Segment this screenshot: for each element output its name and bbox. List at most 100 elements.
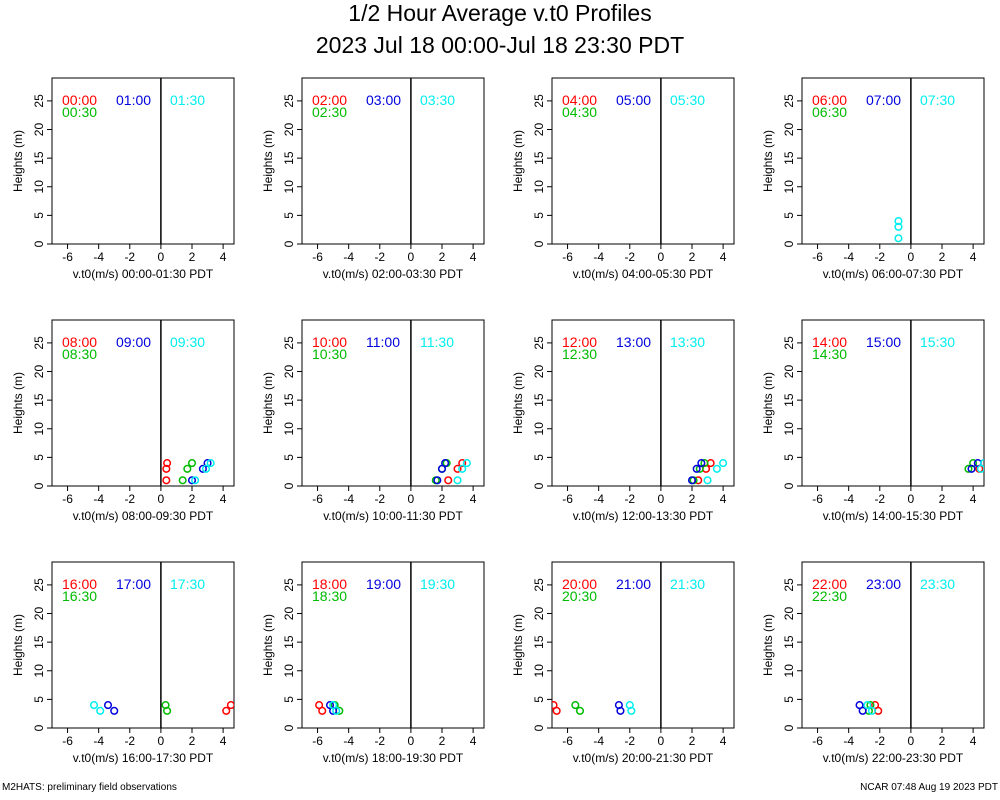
panel-5: -6 -4 -2 0 2 4 0 5 10 15 20 25 Heights (m) v.t0(m/s) … (11, 319, 235, 523)
legend-label: 18:30 (312, 588, 347, 604)
legend-label: 21:30 (670, 576, 705, 592)
data-point (614, 701, 623, 710)
data-points (687, 459, 728, 485)
x-tick-label: 2 (439, 492, 446, 506)
y-tick-label: 5 (32, 454, 46, 461)
panel-frame (301, 77, 485, 245)
data-point (110, 706, 119, 715)
legend-label: 23:30 (920, 576, 955, 592)
y-tick-label: 10 (32, 664, 46, 678)
y-axis-label: Heights (m) (261, 130, 275, 192)
y-tick-label: 20 (532, 123, 546, 137)
y-tick-label: 15 (282, 393, 296, 407)
panel-frame (51, 561, 235, 729)
y-tick-label: 25 (532, 336, 546, 350)
y-tick-label: 5 (282, 212, 296, 219)
data-point (703, 476, 712, 485)
data-point (187, 476, 197, 485)
y-tick-label: 10 (282, 422, 296, 436)
y-tick-label: 5 (532, 696, 546, 703)
data-point (979, 459, 984, 468)
data-point (433, 476, 442, 485)
y-tick-label: 25 (532, 578, 546, 592)
x-tick-label: -4 (343, 250, 354, 264)
x-tick-label: -6 (62, 734, 73, 748)
y-tick-label: 25 (282, 94, 296, 108)
y-tick-label: 15 (282, 635, 296, 649)
x-axis-label: v.t0(m/s) 20:00-21:30 PDT (573, 751, 714, 765)
data-point (89, 701, 99, 710)
x-tick-label: -6 (312, 492, 323, 506)
data-point (222, 706, 231, 715)
data-point (552, 701, 558, 710)
y-tick-label: 20 (282, 123, 296, 137)
x-tick-label: -4 (343, 492, 354, 506)
legend-label: 05:00 (616, 92, 651, 108)
legend-label: 23:00 (866, 576, 901, 592)
panel-3: -6 -4 -2 0 2 4 0 5 10 15 20 25 Heights (m) v.t0(m/s) … (511, 77, 735, 281)
y-tick-label: 0 (532, 482, 546, 489)
x-tick-label: -6 (812, 734, 823, 748)
y-axis-label: Heights (m) (511, 372, 525, 434)
data-point (161, 701, 170, 710)
data-point (964, 464, 973, 473)
data-point (894, 217, 903, 226)
panel-2: -6 -4 -2 0 2 4 0 5 10 15 20 25 Heights (m) v.t0(m/s) … (261, 77, 485, 281)
y-tick-label: 20 (532, 365, 546, 379)
x-tick-label: 4 (470, 492, 477, 506)
data-point (867, 706, 877, 715)
y-tick-label: 25 (782, 578, 796, 592)
y-tick-label: 20 (32, 607, 46, 621)
y-tick-label: 20 (782, 365, 796, 379)
x-tick-label: 2 (689, 250, 696, 264)
x-tick-label: 0 (658, 250, 665, 264)
data-point (700, 459, 709, 468)
x-tick-label: 0 (658, 734, 665, 748)
x-tick-label: 4 (470, 250, 477, 264)
legend-label: 00:30 (62, 104, 97, 120)
x-tick-label: -2 (874, 492, 885, 506)
legend-label: 06:00 (812, 92, 847, 108)
x-tick-label: 4 (720, 250, 727, 264)
x-tick-label: 0 (408, 734, 415, 748)
data-point (162, 464, 171, 473)
footer-note: M2HATS: preliminary field observations (2, 782, 177, 793)
y-tick-label: 20 (282, 607, 296, 621)
y-tick-label: 10 (32, 422, 46, 436)
x-tick-label: -6 (812, 492, 823, 506)
x-tick-label: -4 (93, 492, 104, 506)
legend-label: 20:00 (562, 576, 597, 592)
legend-label: 13:30 (670, 334, 705, 350)
legend-label: 15:00 (866, 334, 901, 350)
data-point (444, 476, 453, 485)
legend-label: 04:00 (562, 92, 597, 108)
data-points (894, 217, 903, 243)
x-tick-label: -2 (874, 250, 885, 264)
x-axis-label: v.t0(m/s) 14:00-15:30 PDT (823, 509, 964, 523)
y-tick-label: 10 (282, 664, 296, 678)
x-tick-label: -2 (374, 734, 385, 748)
y-axis-label: Heights (m) (511, 614, 525, 676)
legend-label: 09:30 (170, 334, 205, 350)
legend-label: 19:00 (366, 576, 401, 592)
y-axis-label: Heights (m) (761, 372, 775, 434)
x-tick-label: 0 (158, 250, 165, 264)
legend-label: 10:00 (312, 334, 347, 350)
legend-label: 08:00 (62, 334, 97, 350)
data-point (863, 701, 872, 710)
panel-frame (551, 561, 735, 729)
x-axis-label: v.t0(m/s) 16:00-17:30 PDT (73, 751, 214, 765)
x-tick-label: 2 (689, 492, 696, 506)
x-tick-label: 2 (189, 492, 196, 506)
y-tick-label: 25 (782, 336, 796, 350)
y-tick-label: 15 (532, 635, 546, 649)
y-tick-label: 25 (32, 578, 46, 592)
x-tick-label: -2 (374, 250, 385, 264)
x-tick-label: 2 (689, 734, 696, 748)
y-tick-label: 10 (532, 422, 546, 436)
x-tick-label: -4 (593, 734, 604, 748)
y-tick-label: 10 (782, 422, 796, 436)
panel-frame (551, 319, 735, 487)
data-point (103, 701, 113, 710)
